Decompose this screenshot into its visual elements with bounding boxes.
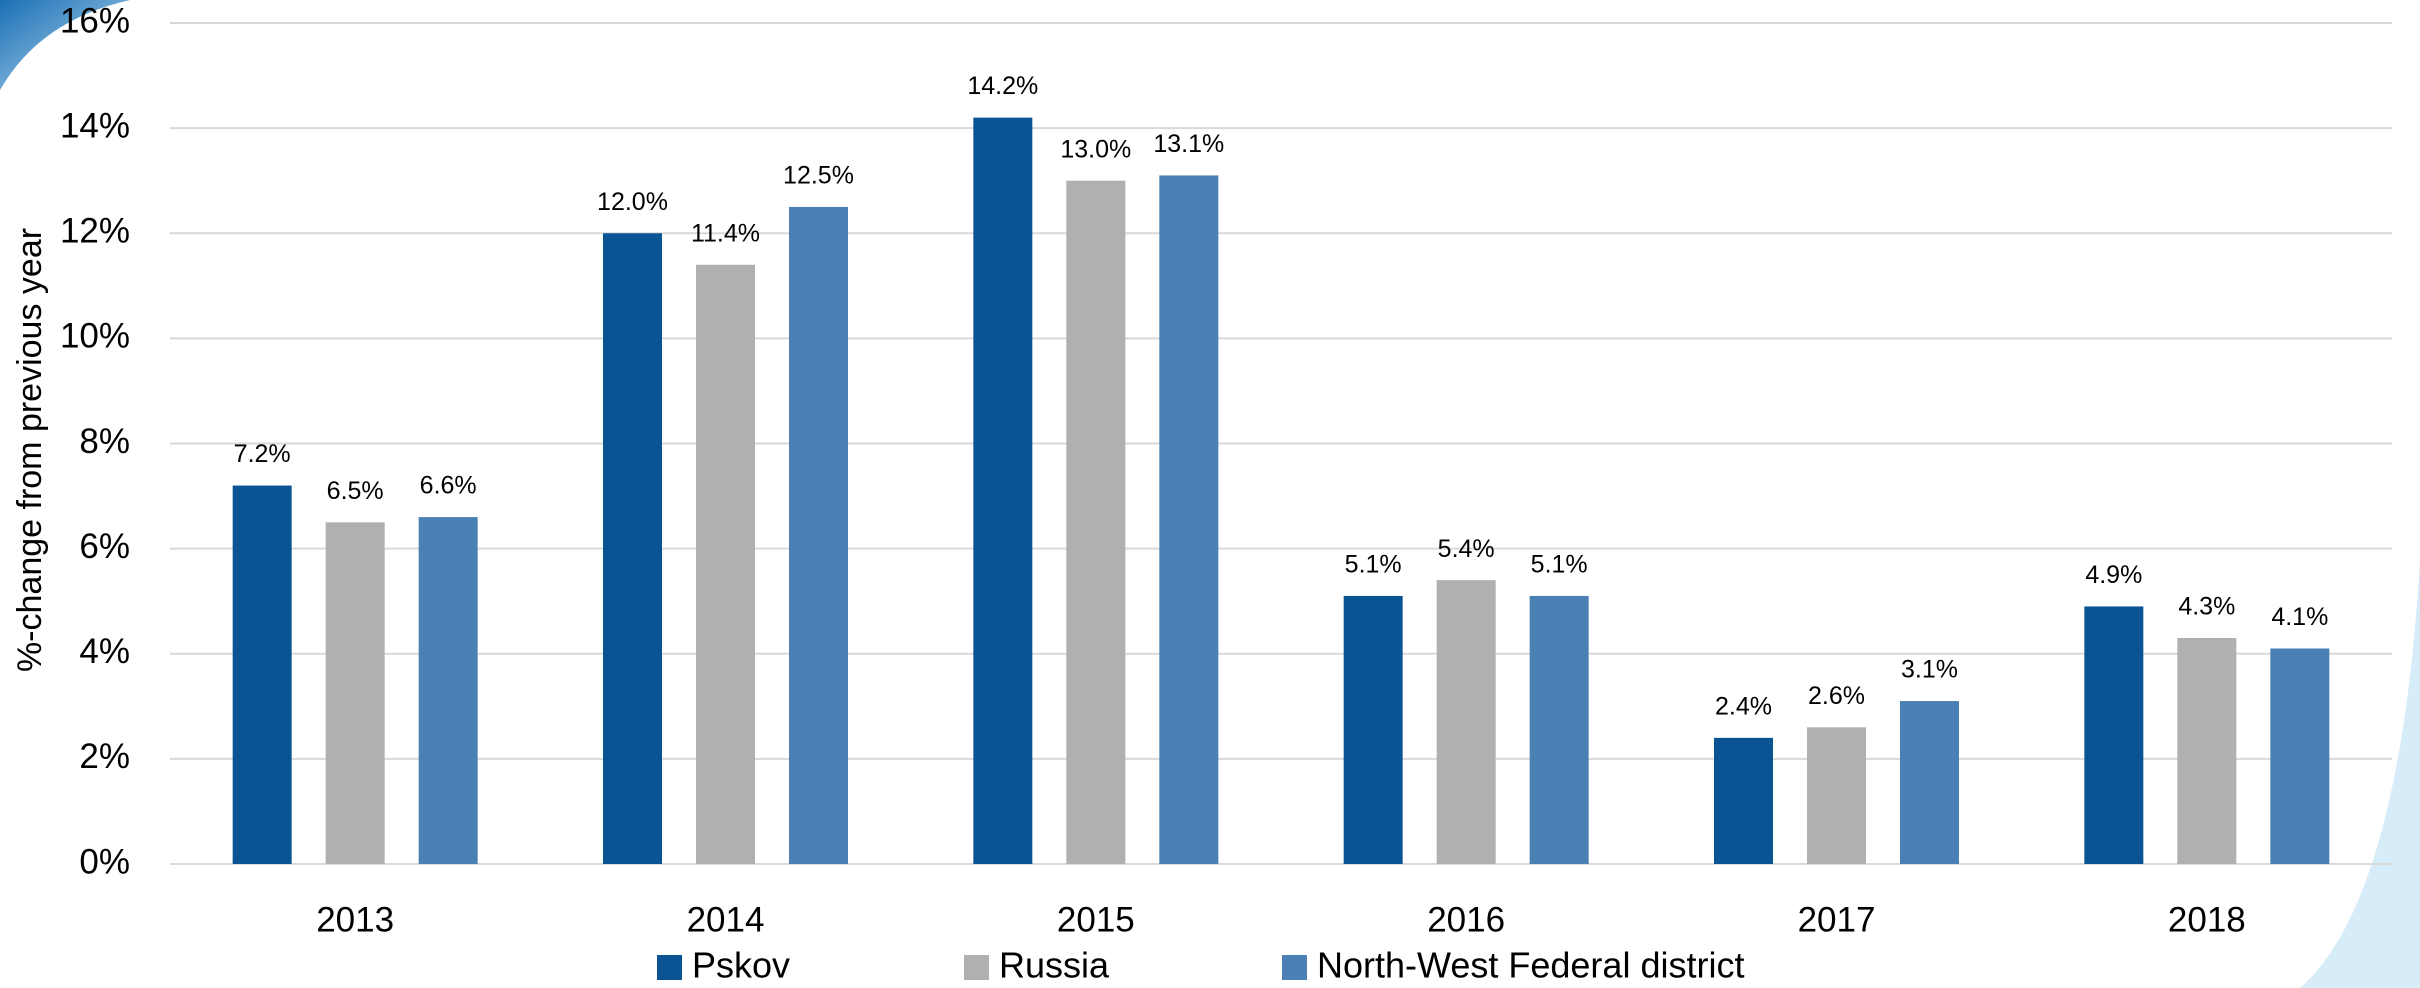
legend-label: Russia: [999, 945, 1110, 986]
y-tick-label: 2%: [79, 737, 130, 776]
value-label: 4.1%: [2271, 603, 2328, 631]
y-tick-label: 14%: [60, 106, 130, 145]
bar: [2177, 637, 2237, 864]
decor-corner: [0, 0, 130, 90]
x-tick-label: 2013: [316, 900, 394, 939]
value-label: 4.3%: [2178, 593, 2235, 621]
value-label: 13.0%: [1060, 135, 1131, 163]
legend-label: North-West Federal district: [1317, 945, 1744, 986]
bar: [1807, 727, 1866, 864]
decor-corner: [2300, 560, 2420, 988]
value-label: 5.4%: [1438, 535, 1495, 563]
bar: [1343, 595, 1403, 864]
x-tick-label: 2016: [1427, 900, 1505, 939]
legend-swatch: [657, 955, 682, 980]
value-label: 3.1%: [1901, 656, 1958, 684]
bar: [2084, 606, 2144, 864]
legend-swatch: [1282, 955, 1307, 980]
bar: [1066, 180, 1126, 864]
bar: [2270, 648, 2330, 864]
value-label: 7.2%: [234, 440, 291, 468]
x-tick-label: 2017: [1798, 900, 1876, 939]
x-tick-label: 2018: [2168, 900, 2246, 939]
value-label: 2.4%: [1715, 692, 1772, 720]
y-tick-label: 4%: [79, 632, 130, 671]
bar: [1714, 737, 1773, 864]
y-tick-label: 0%: [79, 842, 130, 881]
bar: [1159, 175, 1219, 864]
value-label: 12.0%: [597, 188, 668, 216]
bar: [1529, 595, 1589, 864]
y-tick-label: 8%: [79, 422, 130, 461]
bar: [1900, 701, 1959, 864]
value-label: 6.5%: [327, 477, 384, 505]
bar: [325, 522, 385, 864]
x-tick-label: 2014: [687, 900, 765, 939]
x-tick-label: 2015: [1057, 900, 1135, 939]
legend-swatch: [964, 955, 989, 980]
value-label: 13.1%: [1153, 130, 1224, 158]
value-label: 5.1%: [1531, 551, 1588, 579]
bar: [1436, 580, 1496, 864]
value-label: 6.6%: [420, 472, 477, 500]
bar: [973, 117, 1033, 865]
bar: [603, 233, 662, 864]
bar: [696, 264, 755, 865]
y-axis-title: %-change from previous year: [11, 228, 49, 672]
y-tick-label: 16%: [60, 1, 130, 40]
y-tick-label: 6%: [79, 527, 130, 566]
value-label: 2.6%: [1808, 682, 1865, 710]
y-tick-label: 10%: [60, 317, 130, 356]
value-label: 5.1%: [1345, 551, 1402, 579]
bar: [418, 517, 478, 864]
y-tick-label: 12%: [60, 212, 130, 251]
value-label: 11.4%: [691, 219, 760, 247]
bar: [232, 485, 292, 864]
value-label: 4.9%: [2085, 561, 2142, 589]
bar: [789, 206, 848, 864]
value-label: 12.5%: [783, 162, 854, 190]
legend-label: Pskov: [692, 945, 790, 986]
value-label: 14.2%: [967, 72, 1038, 100]
